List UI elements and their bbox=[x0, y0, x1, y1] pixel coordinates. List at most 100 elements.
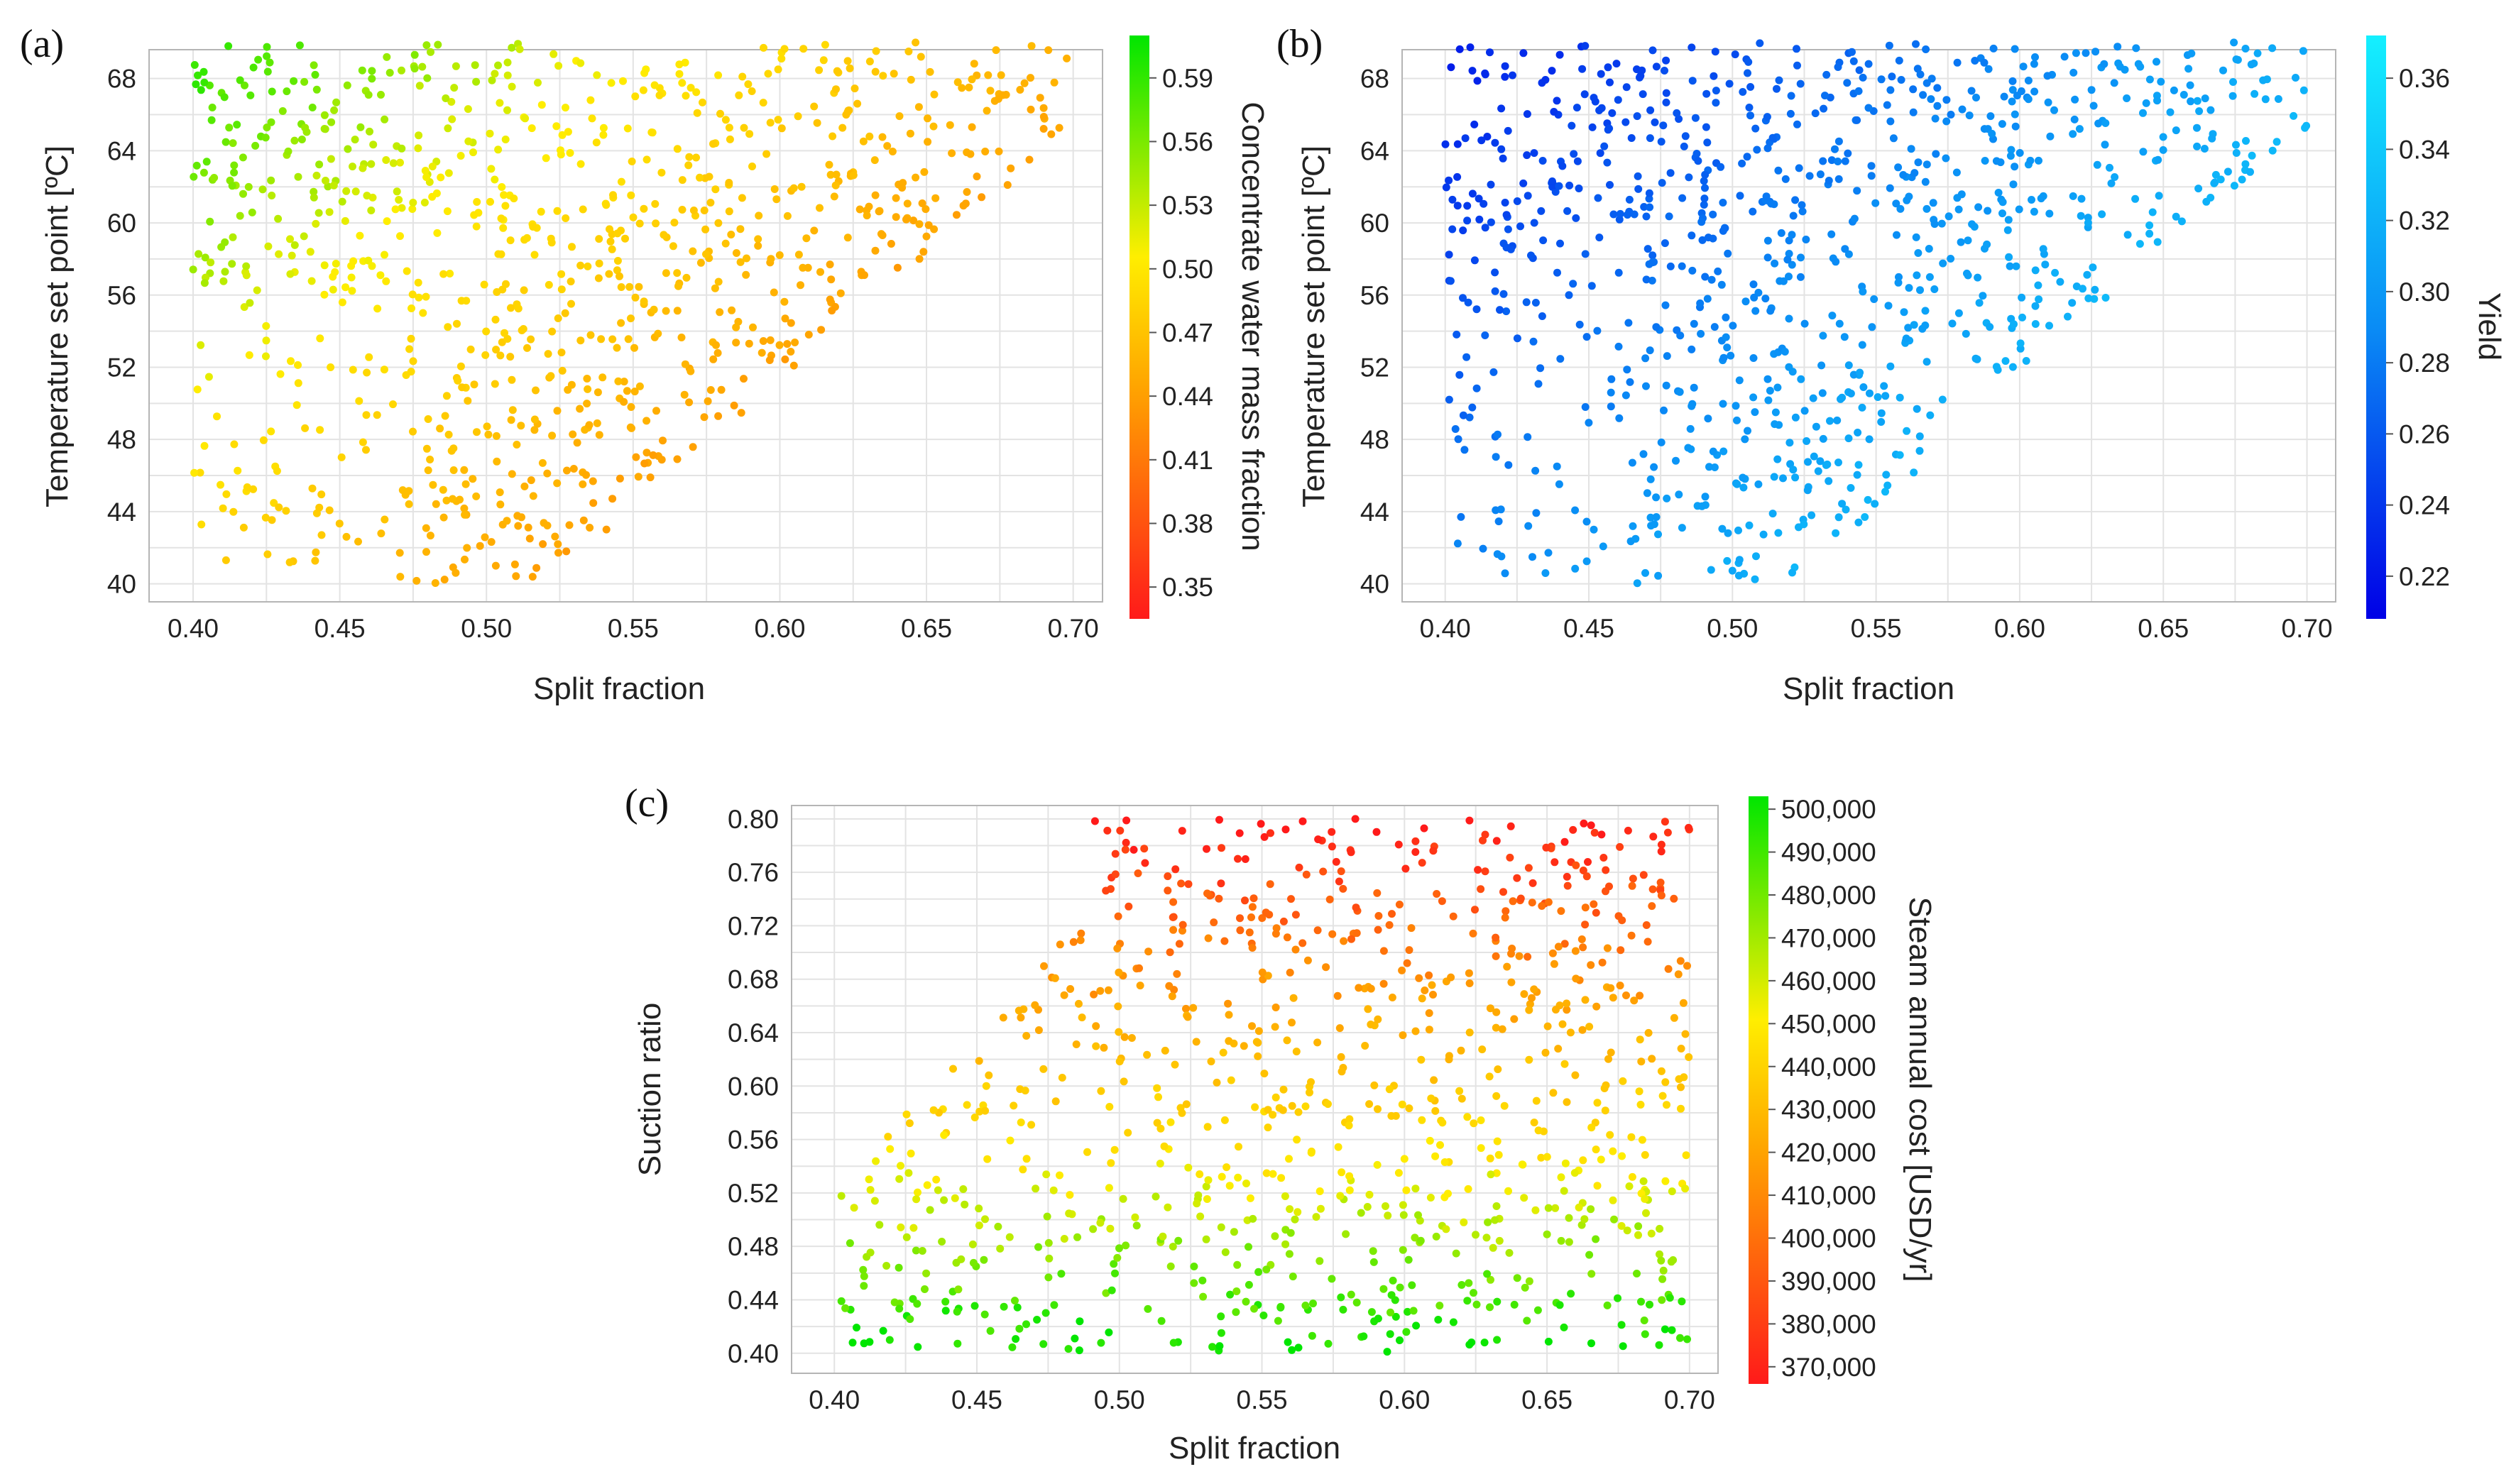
scatter-point bbox=[2123, 231, 2132, 239]
scatter-point bbox=[1262, 1169, 1271, 1177]
scatter-point bbox=[1264, 972, 1272, 980]
scatter-point bbox=[432, 500, 440, 508]
scatter-point bbox=[926, 1206, 934, 1214]
scatter-point bbox=[1788, 568, 1796, 577]
scatter-point bbox=[194, 71, 202, 79]
y-tick-label: 40 bbox=[107, 570, 136, 599]
scatter-point bbox=[246, 91, 255, 99]
scatter-point bbox=[929, 1106, 938, 1114]
scatter-point bbox=[1525, 1055, 1533, 1064]
scatter-point bbox=[826, 295, 834, 304]
scatter-point bbox=[1945, 212, 1953, 221]
scatter-point bbox=[1840, 333, 1849, 341]
scatter-point bbox=[282, 507, 290, 515]
scatter-point bbox=[1551, 187, 1560, 196]
colorbar-tick-label: 390,000 bbox=[1781, 1267, 1876, 1296]
scatter-point bbox=[290, 136, 299, 145]
scatter-point bbox=[1688, 345, 1696, 353]
scatter-point bbox=[329, 285, 337, 294]
scatter-point bbox=[312, 219, 320, 228]
scatter-point bbox=[1492, 1169, 1501, 1177]
scatter-point bbox=[314, 209, 323, 217]
scatter-point bbox=[2172, 212, 2180, 221]
scatter-point bbox=[471, 61, 479, 70]
scatter-point bbox=[324, 182, 332, 191]
scatter-point bbox=[200, 441, 209, 450]
scatter-point bbox=[1492, 1023, 1500, 1032]
scatter-point bbox=[1700, 177, 1708, 185]
scatter-point bbox=[542, 154, 550, 163]
scatter-point bbox=[1398, 966, 1406, 974]
scatter-point bbox=[1581, 920, 1590, 929]
scatter-point bbox=[586, 96, 595, 104]
scatter-point bbox=[1144, 947, 1153, 956]
scatter-point bbox=[1560, 837, 1569, 846]
y-tick-label: 64 bbox=[107, 136, 136, 165]
scatter-point bbox=[1510, 1300, 1519, 1309]
scatter-point bbox=[434, 40, 442, 49]
scatter-point bbox=[1913, 405, 1921, 413]
scatter-point bbox=[1557, 1173, 1565, 1182]
scatter-point bbox=[1942, 96, 1951, 104]
scatter-point bbox=[1196, 1170, 1204, 1178]
scatter-point bbox=[1763, 236, 1772, 245]
scatter-point bbox=[422, 444, 431, 453]
scatter-point bbox=[716, 109, 724, 118]
scatter-point bbox=[2195, 107, 2204, 116]
scatter-point bbox=[1537, 1153, 1546, 1162]
scatter-point bbox=[1688, 231, 1696, 240]
scatter-point bbox=[1460, 1218, 1468, 1226]
scatter-point bbox=[584, 262, 592, 270]
scatter-point bbox=[362, 411, 371, 419]
scatter-point bbox=[268, 192, 276, 199]
scatter-point bbox=[1773, 455, 1782, 463]
scatter-point bbox=[1661, 67, 1668, 75]
scatter-point bbox=[385, 69, 394, 77]
scatter-point bbox=[1663, 828, 1672, 837]
scatter-point bbox=[308, 484, 317, 493]
scatter-point bbox=[1644, 1028, 1653, 1037]
scatter-point bbox=[507, 416, 515, 424]
scatter-point bbox=[912, 1246, 920, 1255]
scatter-point bbox=[1184, 1163, 1193, 1172]
scatter-point bbox=[1022, 1155, 1031, 1163]
scatter-point bbox=[2008, 363, 2017, 371]
y-tick-label: 40 bbox=[1360, 570, 1389, 599]
scatter-point bbox=[970, 60, 978, 68]
scatter-point bbox=[1534, 1126, 1543, 1135]
scatter-point bbox=[356, 123, 365, 131]
scatter-point bbox=[1827, 230, 1836, 238]
scatter-point bbox=[895, 1304, 904, 1313]
colorbar-tick-label: 450,000 bbox=[1781, 1009, 1876, 1038]
scatter-point bbox=[1536, 364, 1545, 373]
colorbar-tick-label: 0.35 bbox=[1162, 573, 1213, 602]
scatter-point bbox=[1606, 78, 1614, 87]
scatter-point bbox=[1039, 1340, 1048, 1348]
scatter-point bbox=[1455, 370, 1464, 379]
scatter-point bbox=[1227, 1076, 1235, 1084]
scatter-point bbox=[1592, 1002, 1601, 1011]
scatter-point bbox=[850, 1204, 858, 1212]
scatter-point bbox=[1060, 1235, 1068, 1243]
scatter-point bbox=[503, 106, 511, 114]
scatter-point bbox=[1457, 1046, 1465, 1055]
scatter-point bbox=[240, 303, 248, 312]
scatter-point bbox=[1156, 1124, 1165, 1133]
scatter-point bbox=[1925, 273, 1934, 281]
scatter-point bbox=[1396, 1336, 1404, 1344]
scatter-point bbox=[1539, 236, 1548, 245]
scatter-point bbox=[1691, 114, 1700, 122]
scatter-point bbox=[659, 436, 667, 445]
scatter-point bbox=[519, 325, 527, 333]
scatter-point bbox=[1775, 76, 1783, 84]
scatter-point bbox=[204, 373, 213, 381]
scatter-point bbox=[1685, 1053, 1693, 1061]
scatter-point bbox=[461, 480, 470, 488]
scatter-point bbox=[1242, 1297, 1250, 1306]
scatter-point bbox=[879, 1326, 887, 1335]
scatter-point bbox=[1178, 926, 1186, 935]
scatter-point bbox=[1796, 79, 1805, 88]
scatter-point bbox=[1805, 172, 1814, 180]
scatter-point bbox=[1453, 330, 1461, 339]
